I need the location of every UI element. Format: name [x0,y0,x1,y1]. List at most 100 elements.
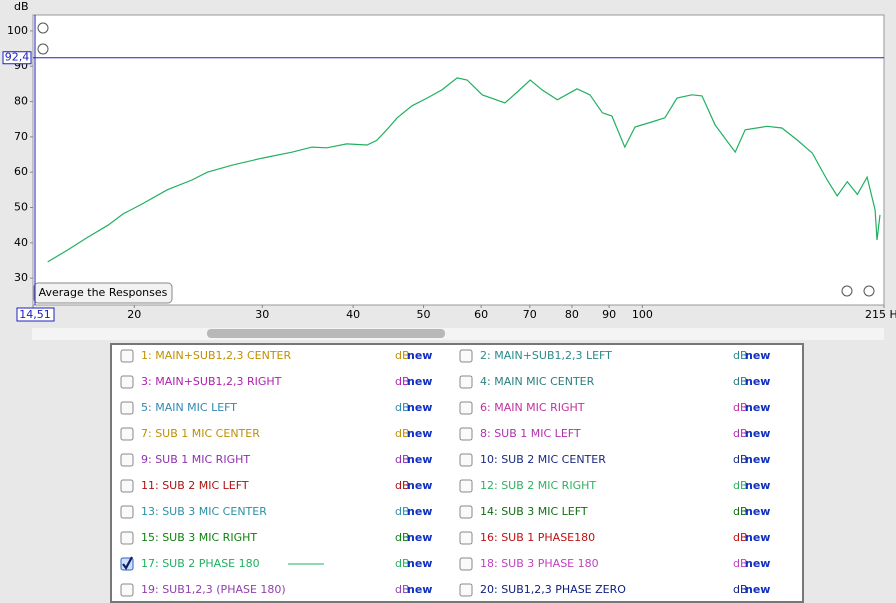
db-link[interactable]: dB [733,479,748,492]
scrollbar-track[interactable] [32,328,884,340]
channel-label[interactable]: 8: SUB 1 MIC LEFT [480,427,581,440]
channel-label[interactable]: 16: SUB 1 PHASE180 [480,531,595,544]
channel-label[interactable]: 1: MAIN+SUB1,2,3 CENTER [141,349,292,362]
checkbox[interactable] [120,401,134,415]
db-link[interactable]: dB [733,531,748,544]
new-link[interactable]: new [745,557,770,570]
new-link[interactable]: new [745,427,770,440]
new-link[interactable]: new [407,401,432,414]
new-link[interactable]: new [745,583,770,596]
channel-label[interactable]: 13: SUB 3 MIC CENTER [141,505,267,518]
new-link[interactable]: new [407,349,432,362]
new-link[interactable]: new [745,349,770,362]
channel-label[interactable]: 7: SUB 1 MIC CENTER [141,427,260,440]
checkbox[interactable] [459,531,473,545]
db-link[interactable]: dB [733,505,748,518]
new-link[interactable]: new [407,427,432,440]
new-link[interactable]: new [745,375,770,388]
db-link[interactable]: dB [733,427,748,440]
channel-label[interactable]: 10: SUB 2 MIC CENTER [480,453,606,466]
channel-label[interactable]: 5: MAIN MIC LEFT [141,401,237,414]
new-link[interactable]: new [745,505,770,518]
checkbox[interactable] [459,349,473,363]
db-link[interactable]: dB [733,557,748,570]
checkbox[interactable] [459,505,473,519]
new-link[interactable]: new [407,531,432,544]
channel-label[interactable]: 2: MAIN+SUB1,2,3 LEFT [480,349,612,362]
checkbox[interactable] [459,401,473,415]
channel-label[interactable]: 9: SUB 1 MIC RIGHT [141,453,250,466]
channel-label[interactable]: 18: SUB 3 PHASE 180 [480,557,599,570]
channel-label[interactable]: 20: SUB1,2,3 PHASE ZERO [480,583,626,596]
checkbox[interactable] [120,531,134,545]
new-link[interactable]: new [407,505,432,518]
db-link[interactable]: dB [395,557,410,570]
db-link[interactable]: dB [395,531,410,544]
new-link[interactable]: new [745,479,770,492]
checkbox[interactable] [459,557,473,571]
channel-label[interactable]: 15: SUB 3 MIC RIGHT [141,531,257,544]
checkbox[interactable] [459,479,473,493]
db-link[interactable]: dB [733,401,748,414]
channel-label[interactable]: 17: SUB 2 PHASE 180 [141,557,260,570]
db-link[interactable]: dB [395,349,410,362]
channel-label[interactable]: 11: SUB 2 MIC LEFT [141,479,249,492]
checkbox[interactable] [120,427,134,441]
checkbox[interactable] [459,453,473,467]
checkbox[interactable] [120,375,134,389]
channel-label[interactable]: 12: SUB 2 MIC RIGHT [480,479,596,492]
db-link[interactable]: dB [395,479,410,492]
db-link[interactable]: dB [395,375,410,388]
channel-label[interactable]: 14: SUB 3 MIC LEFT [480,505,588,518]
checkbox[interactable] [120,453,134,467]
channel-label[interactable]: 4: MAIN MIC CENTER [480,375,595,388]
new-link[interactable]: new [745,531,770,544]
new-link[interactable]: new [745,401,770,414]
db-link[interactable]: dB [395,453,410,466]
db-link[interactable]: dB [395,427,410,440]
checkbox[interactable] [120,583,134,597]
db-link[interactable]: dB [395,401,410,414]
button-label[interactable]: Average the Responses [39,286,168,299]
new-link[interactable]: new [407,557,432,570]
average-button[interactable]: Average the Responses [33,282,173,304]
checkbox[interactable] [459,583,473,597]
db-link[interactable]: dB [733,349,748,362]
channel-label[interactable]: 3: MAIN+SUB1,2,3 RIGHT [141,375,282,388]
scrollbar-thumb[interactable] [207,329,445,338]
checkbox[interactable] [459,427,473,441]
checkbox[interactable] [459,375,473,389]
new-link[interactable]: new [407,453,432,466]
checkbox[interactable] [120,349,134,363]
checkbox[interactable] [120,479,134,493]
new-link[interactable]: new [407,375,432,388]
button-frame[interactable] [33,282,173,304]
db-link[interactable]: dB [733,375,748,388]
new-link[interactable]: new [745,453,770,466]
db-link[interactable]: dB [733,583,748,596]
db-link[interactable]: dB [395,583,410,596]
new-link[interactable]: new [407,583,432,596]
db-link[interactable]: dB [733,453,748,466]
new-link[interactable]: new [407,479,432,492]
db-link[interactable]: dB [395,505,410,518]
checkbox[interactable] [120,505,134,519]
